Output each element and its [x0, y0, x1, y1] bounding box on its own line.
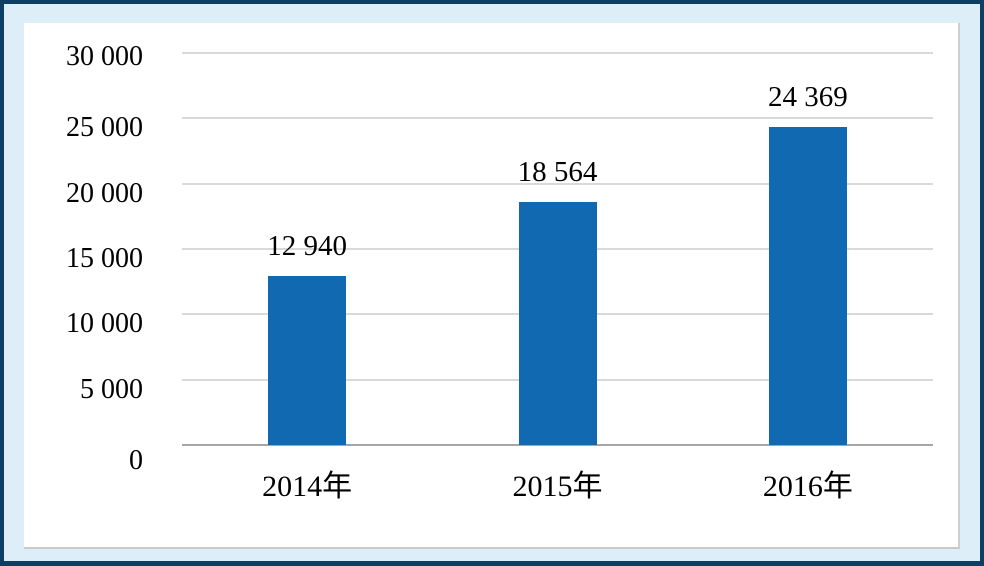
x-axis-category-label: 2016年: [762, 470, 853, 503]
x-axis-category-label: 2015年: [512, 470, 603, 503]
bar-2014年: [268, 275, 347, 445]
bar-value-label: 12 940: [267, 229, 348, 262]
bar-2015年: [518, 202, 597, 445]
plot-panel: 0 5 000 10 000 15 000 20 000 25 000 30 000 12 9…: [24, 23, 960, 549]
gridline-30000: [182, 52, 933, 54]
bar-value-label: 18 564: [517, 156, 598, 189]
bar-value-label: 24 369: [767, 80, 848, 113]
x-axis-category-label: 2014年: [262, 470, 353, 503]
y-axis-tick-label: 25 000: [66, 112, 143, 144]
y-axis-tick-label: 15 000: [66, 243, 143, 274]
gridline-20000: [182, 182, 933, 185]
y-axis-tick-label: 10 000: [66, 308, 143, 340]
y-axis-tick-label: 20 000: [66, 177, 143, 209]
y-axis-tick-label: 0: [129, 445, 143, 476]
bar-2016年: [768, 126, 847, 445]
y-axis-tick-label: 5 000: [80, 373, 143, 405]
y-axis-tick-label: 30 000: [66, 41, 143, 72]
x-axis-line: [182, 444, 933, 446]
gridline-25000: [182, 117, 933, 120]
